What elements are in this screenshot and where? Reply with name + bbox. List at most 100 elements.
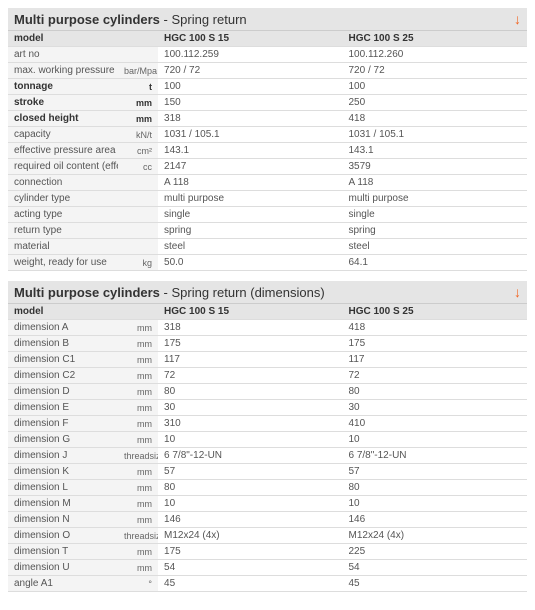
row-value: 143.1 <box>343 143 528 159</box>
dimensions-section-title-light: - Spring return (dimensions) <box>160 285 325 300</box>
row-value: 10 <box>158 496 342 512</box>
row-unit: mm <box>118 464 158 480</box>
row-value: spring <box>343 223 528 239</box>
table-row: dimension C1mm117117 <box>8 352 527 368</box>
row-value: 418 <box>343 111 528 127</box>
row-value: 2147 <box>158 159 342 175</box>
row-value: 45 <box>343 576 528 592</box>
row-value: 100 <box>158 79 342 95</box>
row-unit: mm <box>118 352 158 368</box>
row-label: dimension D <box>8 384 118 400</box>
row-unit: mm <box>118 512 158 528</box>
row-label: dimension T <box>8 544 118 560</box>
row-label: weight, ready for use <box>8 255 118 271</box>
table-row: art no100.112.259100.112.260 <box>8 47 527 63</box>
row-unit: bar/Mpa <box>118 63 158 79</box>
row-label: dimension M <box>8 496 118 512</box>
row-value: 250 <box>343 95 528 111</box>
table-row: dimension Mmm1010 <box>8 496 527 512</box>
row-unit: t <box>118 79 158 95</box>
row-unit: mm <box>118 336 158 352</box>
row-unit: kg <box>118 255 158 271</box>
row-unit: mm <box>118 384 158 400</box>
table-row: closed heightmm318418 <box>8 111 527 127</box>
table-row: capacitykN/t1031 / 105.11031 / 105.1 <box>8 127 527 143</box>
table-row: max. working pressurebar/Mpa720 / 72720 … <box>8 63 527 79</box>
dimensions-section-header: Multi purpose cylinders - Spring return … <box>8 281 527 304</box>
table-row: effective pressure areacm²143.1143.1 <box>8 143 527 159</box>
specs-section-table: modelHGC 100 S 15HGC 100 S 25art no100.1… <box>8 31 527 271</box>
row-value: M12x24 (4x) <box>343 528 528 544</box>
row-unit: cc <box>118 159 158 175</box>
table-row: cylinder type multi purposemulti purpose <box>8 191 527 207</box>
row-unit: mm <box>118 95 158 111</box>
row-value: 720 / 72 <box>158 63 342 79</box>
row-unit <box>118 175 158 191</box>
table-row: dimension Bmm175175 <box>8 336 527 352</box>
row-value: 64.1 <box>343 255 528 271</box>
row-value: 1031 / 105.1 <box>158 127 342 143</box>
row-label: acting type <box>8 207 118 223</box>
row-unit: cm² <box>118 143 158 159</box>
row-label: dimension B <box>8 336 118 352</box>
row-label: cylinder type <box>8 191 118 207</box>
table-row: weight, ready for usekg50.064.1 <box>8 255 527 271</box>
row-label: dimension U <box>8 560 118 576</box>
row-unit: mm <box>118 400 158 416</box>
row-value: 45 <box>158 576 342 592</box>
row-value: 10 <box>343 432 528 448</box>
row-unit: threadsize <box>118 448 158 464</box>
header-col-1: HGC 100 S 25 <box>343 31 528 47</box>
row-label: dimension G <box>8 432 118 448</box>
table-row: dimension Nmm146146 <box>8 512 527 528</box>
row-value: 143.1 <box>158 143 342 159</box>
row-value: multi purpose <box>158 191 342 207</box>
row-label: dimension O <box>8 528 118 544</box>
table-row: dimension Umm5454 <box>8 560 527 576</box>
row-value: 410 <box>343 416 528 432</box>
row-value: 175 <box>158 336 342 352</box>
row-value: A 118 <box>343 175 528 191</box>
row-unit: mm <box>118 111 158 127</box>
row-value: 1031 / 105.1 <box>343 127 528 143</box>
row-unit: mm <box>118 432 158 448</box>
table-row: dimension Jthreadsize6 7/8"-12-UN6 7/8"-… <box>8 448 527 464</box>
row-label: material <box>8 239 118 255</box>
collapse-arrow-icon[interactable]: ↓ <box>514 284 521 300</box>
row-unit: mm <box>118 416 158 432</box>
specs-section: Multi purpose cylinders - Spring return↓… <box>8 8 527 271</box>
row-value: 54 <box>343 560 528 576</box>
row-value: 225 <box>343 544 528 560</box>
table-row: dimension Kmm5757 <box>8 464 527 480</box>
row-label: art no <box>8 47 118 63</box>
table-row: dimension OthreadsizeM12x24 (4x)M12x24 (… <box>8 528 527 544</box>
row-value: 6 7/8"-12-UN <box>343 448 528 464</box>
row-label: dimension F <box>8 416 118 432</box>
row-value: steel <box>158 239 342 255</box>
table-row: connectionA 118A 118 <box>8 175 527 191</box>
row-label: dimension C1 <box>8 352 118 368</box>
row-value: 72 <box>158 368 342 384</box>
row-unit <box>118 239 158 255</box>
row-value: 80 <box>158 480 342 496</box>
row-value: 150 <box>158 95 342 111</box>
row-value: 57 <box>158 464 342 480</box>
row-label: tonnage <box>8 79 118 95</box>
row-label: dimension E <box>8 400 118 416</box>
row-value: 100.112.259 <box>158 47 342 63</box>
table-row: strokemm150250 <box>8 95 527 111</box>
row-unit: mm <box>118 560 158 576</box>
collapse-arrow-icon[interactable]: ↓ <box>514 11 521 27</box>
row-label: capacity <box>8 127 118 143</box>
row-value: multi purpose <box>343 191 528 207</box>
row-unit: mm <box>118 320 158 336</box>
specs-section-header: Multi purpose cylinders - Spring return↓ <box>8 8 527 31</box>
row-unit: ° <box>118 576 158 592</box>
row-value: 80 <box>158 384 342 400</box>
row-value: steel <box>343 239 528 255</box>
row-unit <box>118 47 158 63</box>
row-label: stroke <box>8 95 118 111</box>
row-value: 146 <box>158 512 342 528</box>
table-row: required oil content (effective)cc214735… <box>8 159 527 175</box>
row-label: max. working pressure <box>8 63 118 79</box>
